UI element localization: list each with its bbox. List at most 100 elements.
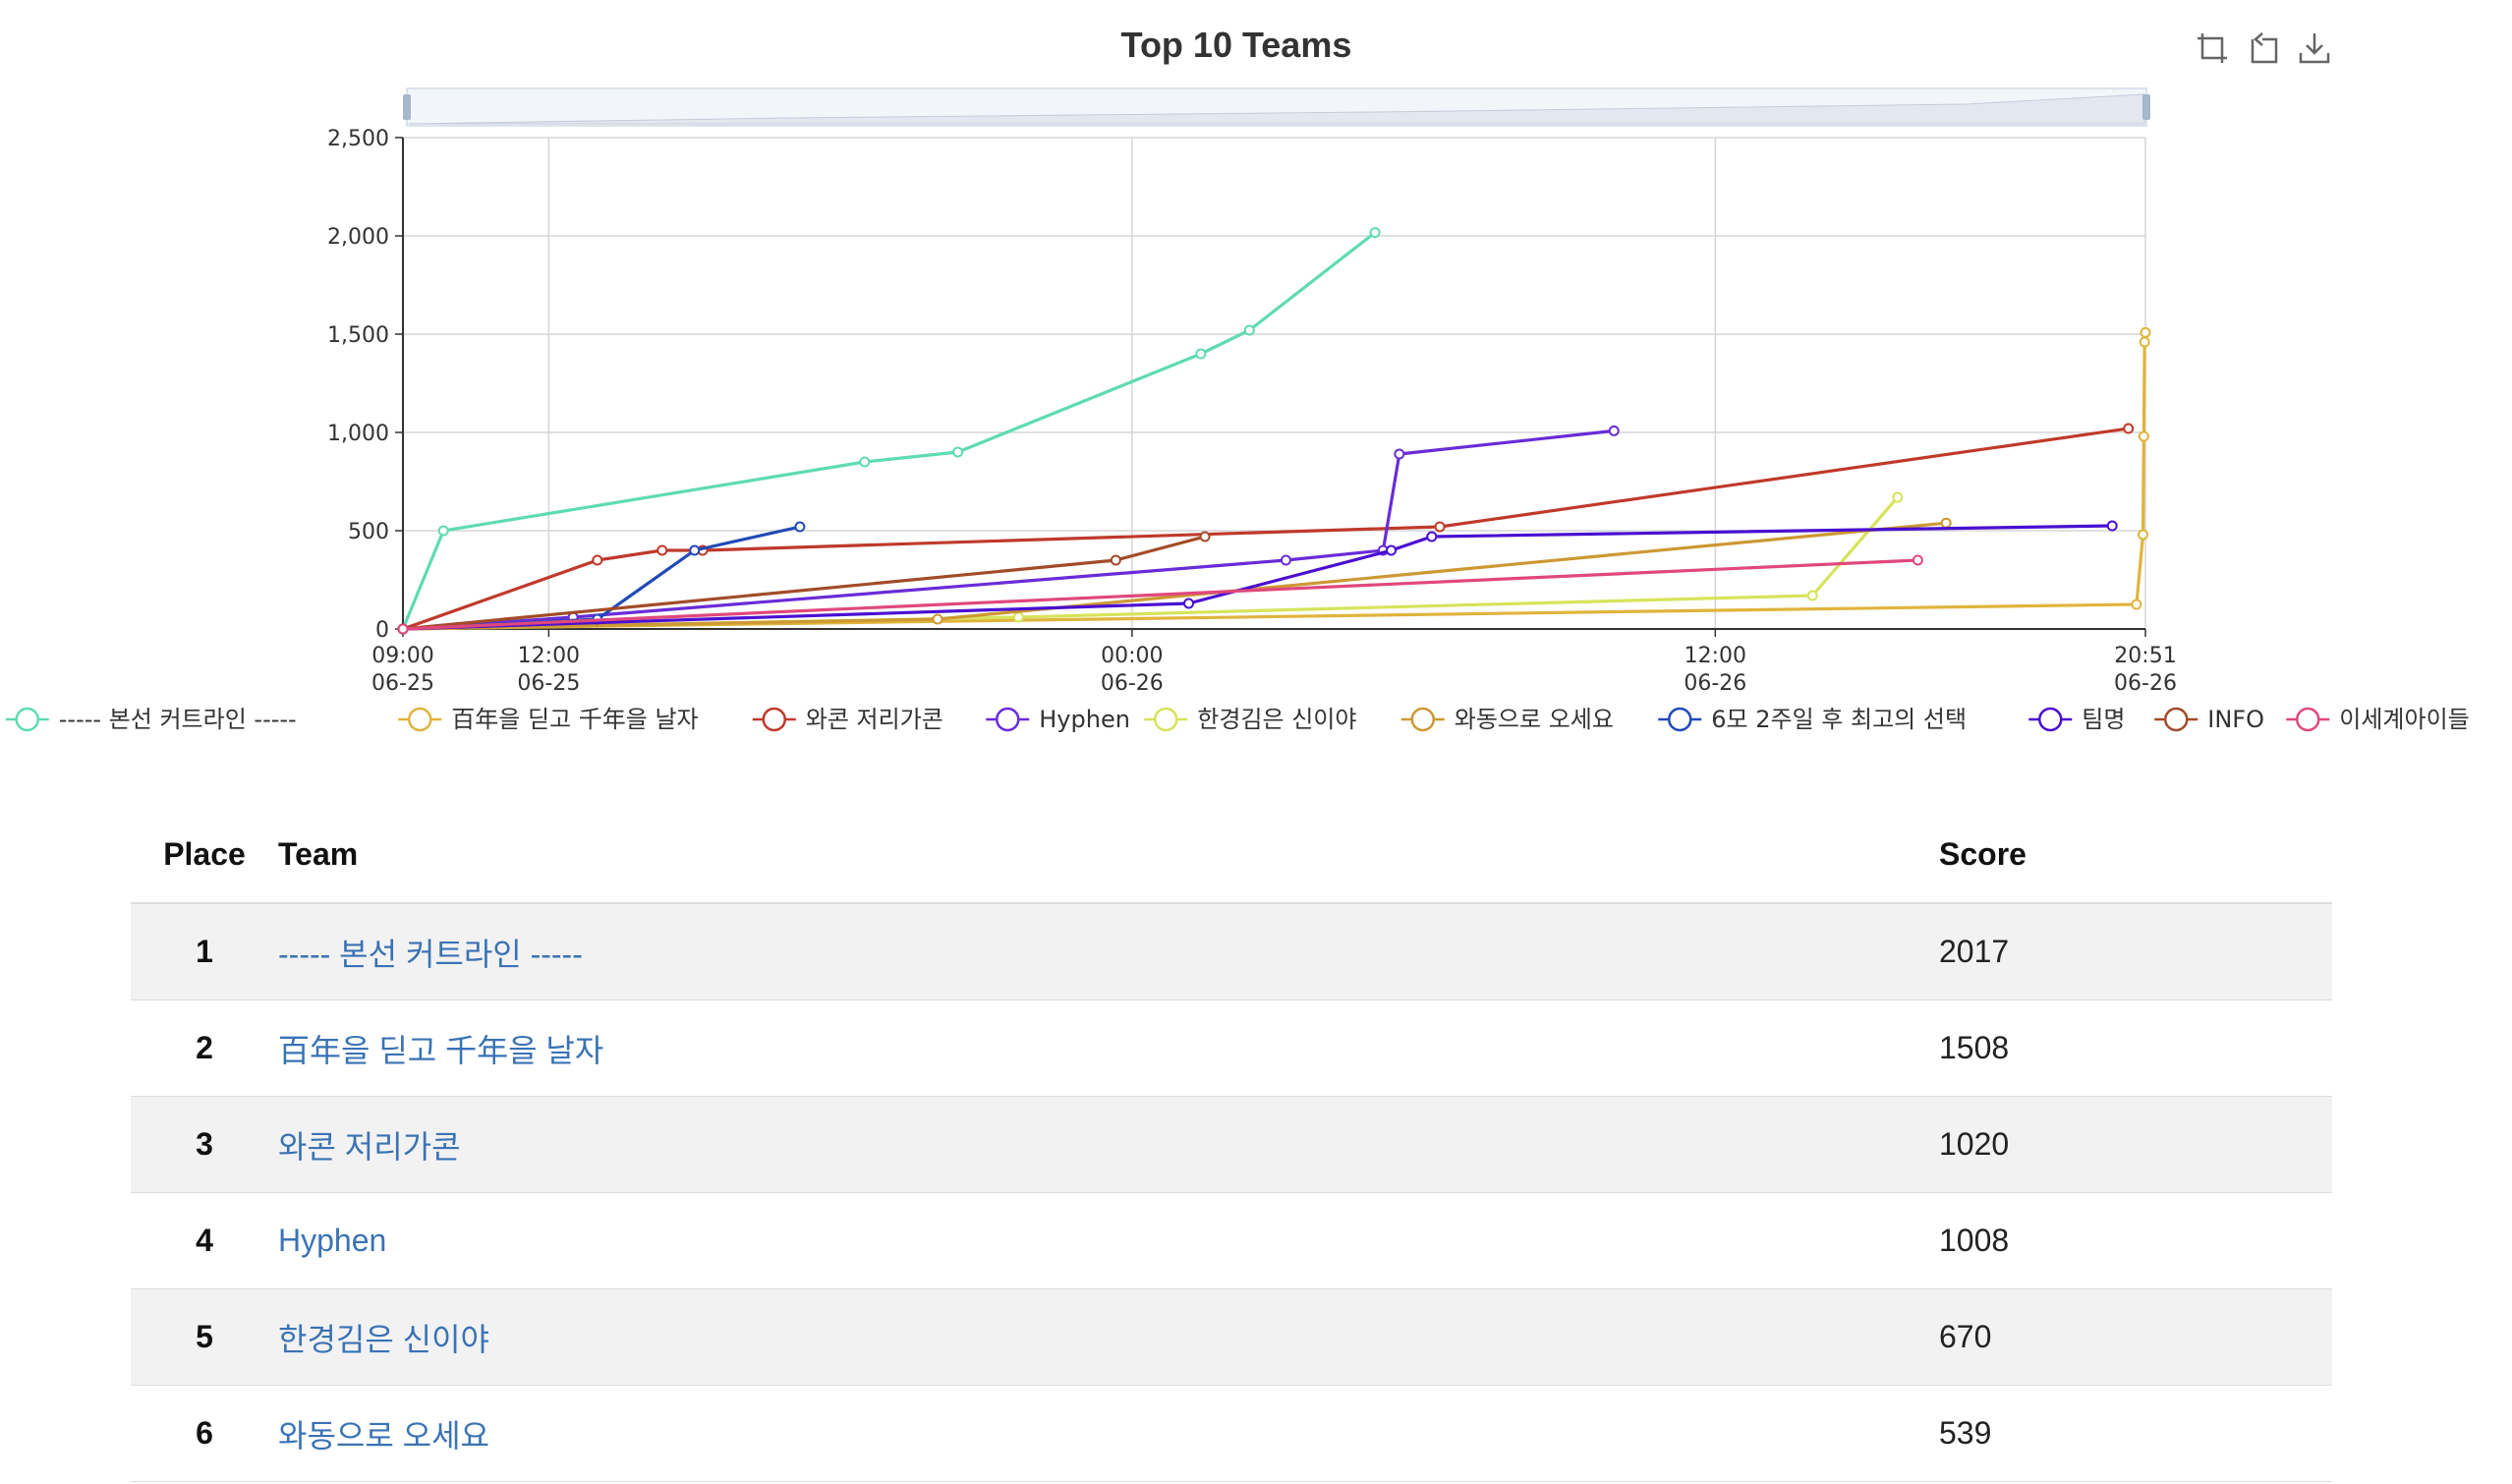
data-point [1243,324,1255,336]
team-link[interactable]: 百年을 딛고 千年을 날자 [278,1032,604,1068]
data-point [689,544,701,556]
place-cell: 4 [131,1192,278,1289]
data-point [794,521,806,533]
score-cell: 670 [1939,1288,2332,1386]
data-point [859,456,871,468]
team-cell: Hyphen [278,1192,1939,1289]
data-point [1940,517,1952,529]
legend-swatch-marker [2038,707,2063,732]
place-cell: 5 [131,1288,278,1386]
table-row: 5 한경김은 신이야 670 [131,1288,2332,1386]
legend-item-label: ----- 본선 커트라인 ----- [59,706,297,733]
data-point [437,525,449,537]
place-cell: 3 [131,1096,278,1193]
score-cell: 1008 [1939,1192,2332,1289]
data-point [2131,599,2142,610]
y-tick-label: 0 [375,618,389,643]
x-tick-label: 06-25 [517,671,580,696]
team-link[interactable]: Hyphen [278,1223,387,1258]
place-header: Place [131,806,278,904]
data-point [2106,520,2118,532]
legend-swatch-marker [408,707,432,732]
data-point [1183,598,1195,609]
score-cell: 1508 [1939,999,2332,1097]
table-row: 2 百年을 딛고 千年을 날자 1508 [131,999,2332,1097]
data-point [1012,611,1024,623]
legend-item-label: 와동으로 오세요 [1455,706,1614,733]
zoom-icon[interactable] [2194,29,2231,67]
team-header: Team [278,806,1939,904]
x-tick-label: 06-26 [1101,671,1164,696]
team-link[interactable]: 와콘 저리가콘 [278,1128,461,1165]
team-cell: 와콘 저리가콘 [278,1096,1939,1193]
legend-swatch-marker [762,707,786,732]
x-tick-label: 12:00 [518,644,580,668]
table-row: 4 Hyphen 1008 [131,1192,2332,1289]
team-cell: 한경김은 신이야 [278,1288,1939,1386]
series-line-5 [402,495,1899,631]
x-tick-label: 12:00 [1684,644,1746,668]
series-line-8 [402,524,2113,631]
data-point [932,613,943,625]
legend-item-label: 팀명 [2082,706,2125,733]
data-point [1434,521,1446,533]
data-zoom-preview [408,93,2145,125]
data-point [1110,554,1121,566]
score-cell: 1020 [1939,1096,2332,1193]
data-point [592,554,603,566]
data-point [1199,531,1211,542]
legend-item-label: 百年을 딛고 千年을 날자 [451,706,698,733]
legend-item-label: 한경김은 신이야 [1197,706,1356,733]
legend-item-label: Hyphen [1039,706,1130,733]
legend-swatch-marker [996,707,1020,732]
data-point [1280,554,1291,566]
chart-title: Top 10 Teams [1121,25,1352,65]
x-tick-label: 09:00 [371,644,433,668]
place-cell: 1 [131,903,278,1000]
legend-item-label: 이세계아이들 [2339,706,2469,733]
data-zoom-handle-right[interactable] [2142,94,2150,120]
team-cell: 百年을 딛고 千年을 날자 [278,999,1939,1097]
x-tick-label: 06-26 [1684,671,1746,696]
data-point [2140,326,2151,338]
data-point [2138,529,2149,541]
data-point [397,623,409,635]
download-icon[interactable] [2296,29,2333,67]
zoom-reset-icon[interactable] [2245,29,2282,67]
table-row: 1 ----- 본선 커트라인 ----- 2017 [131,903,2332,1000]
legend-swatch-marker [1154,707,1178,732]
y-tick-label: 500 [348,520,389,544]
legend-swatch-marker [1668,707,1692,732]
legend-swatch-marker [1410,707,1435,732]
table-row: 6 와동으로 오세요 539 [131,1385,2332,1482]
y-tick-label: 2,500 [327,127,389,151]
team-link[interactable]: 한경김은 신이야 [278,1321,489,1357]
legend-item-label: INFO [2207,706,2264,733]
data-point [1386,544,1398,556]
legend-swatch-marker [2164,707,2189,732]
x-tick-label: 20:51 [2114,644,2176,668]
series-line-10 [402,558,1918,631]
place-cell: 2 [131,999,278,1097]
score-cell: 2017 [1939,903,2332,1000]
data-point [1369,227,1381,239]
data-point [1806,590,1818,601]
place-cell: 6 [131,1385,278,1482]
team-cell: 와동으로 오세요 [278,1385,1939,1482]
y-tick-label: 1,000 [327,422,389,446]
data-zoom-handle-left[interactable] [403,94,411,120]
x-tick-label: 06-25 [371,671,434,696]
score-header: Score [1939,806,2332,904]
data-point [1608,425,1620,436]
team-link[interactable]: ----- 본선 커트라인 ----- [278,936,583,972]
data-point [2123,423,2135,434]
series-line-2 [402,332,2147,631]
score-cell: 539 [1939,1385,2332,1482]
data-point [2138,430,2149,442]
scoreboard-header-row: Place Team Score [131,806,2332,904]
y-tick-label: 1,500 [327,323,389,348]
legend-swatch-marker [2296,707,2320,732]
series-line-4 [402,428,1615,631]
team-link[interactable]: 와동으로 오세요 [278,1417,489,1454]
data-point [952,446,964,458]
